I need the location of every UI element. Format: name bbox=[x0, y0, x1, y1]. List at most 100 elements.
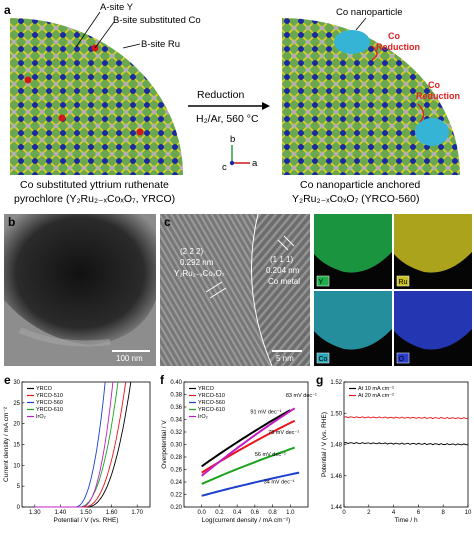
scale-bar-label: 5 nm bbox=[276, 354, 294, 363]
x-axis-label: Time / h bbox=[394, 517, 418, 524]
panel-c: c (2 2 2) 0.292 nm Y₂Ru₂₋ₓCoₓO₇ (1 1 1) … bbox=[160, 213, 310, 367]
spacing-label-2: 0.204 nm bbox=[266, 266, 300, 275]
y-axis-label: Overpotential / V bbox=[161, 420, 168, 469]
legend-entry: YRCO-610 bbox=[198, 407, 225, 413]
eds-map-tag bbox=[396, 352, 410, 364]
x-tick-label: 4 bbox=[392, 510, 396, 516]
eds-map-label: Y bbox=[319, 279, 324, 286]
plane-label-1: (2 2 2) bbox=[180, 247, 203, 256]
spacing-label-1: 0.292 nm bbox=[180, 258, 214, 267]
y-axis-label: Potential / V (vs. RHE) bbox=[321, 412, 328, 477]
y-tick-label: 30 bbox=[13, 380, 20, 386]
legend-entry: YRCO-510 bbox=[36, 393, 63, 399]
y-axis-label: Current density / mA cm⁻² bbox=[3, 406, 10, 482]
panel-a-label: a bbox=[4, 3, 11, 17]
co-reduction-label-1b: Reduction bbox=[376, 42, 420, 52]
co-nanoparticle bbox=[334, 30, 370, 54]
series-iro- bbox=[34, 381, 114, 508]
y-tick-label: 20 bbox=[13, 422, 20, 428]
x-tick-label: 0 bbox=[342, 510, 346, 516]
x-tick-label: 2 bbox=[367, 510, 371, 516]
y-tick-label: 0.22 bbox=[170, 493, 182, 499]
y-tick-label: 1.46 bbox=[330, 474, 342, 480]
plane-label-2: (1 1 1) bbox=[270, 255, 293, 264]
reduction-curved-arrow bbox=[417, 103, 425, 123]
phase-label-2: Co metal bbox=[268, 277, 300, 286]
y-tick-label: 0.28 bbox=[170, 455, 182, 461]
pyrochlore-lattice-right bbox=[282, 18, 460, 175]
tafel-slope-annotation: 78 mV dec⁻¹ bbox=[268, 430, 299, 436]
y-tick-label: 1.48 bbox=[330, 443, 342, 449]
x-tick-label: 0.4 bbox=[233, 510, 242, 516]
leader-line bbox=[75, 11, 101, 48]
y-tick-label: 0.26 bbox=[170, 468, 182, 474]
co-site-marker bbox=[24, 76, 32, 84]
series-yrco-560 bbox=[201, 471, 300, 497]
leader-line bbox=[94, 21, 115, 49]
tem-particle bbox=[4, 214, 156, 345]
reduction-label: Reduction bbox=[197, 89, 244, 101]
hrtem-region-co-metal bbox=[251, 214, 310, 366]
x-axis-label: Potential / V (vs. RHE) bbox=[53, 517, 118, 524]
series-yrco-610 bbox=[201, 446, 296, 485]
x-tick-label: 6 bbox=[417, 510, 421, 516]
series-yrco-610 bbox=[34, 381, 119, 508]
y-tick-label: 0.20 bbox=[170, 505, 182, 511]
panel-c-label: c bbox=[164, 215, 171, 229]
reduction-curved-arrow bbox=[371, 45, 378, 61]
eds-map-signal bbox=[314, 291, 392, 350]
x-tick-label: 1.70 bbox=[131, 510, 143, 516]
pyrochlore-lattice-left bbox=[10, 18, 183, 175]
co-reduction-label-2: Co bbox=[428, 80, 440, 90]
co-site-marker bbox=[136, 128, 144, 136]
chart-f: f 0.0 0.2 0.4 0.6 0.8 1.0 0.20 0.22 0.24 0.26 0.28 0… bbox=[160, 373, 317, 524]
legend-entry: IrO₂ bbox=[36, 414, 46, 420]
co-site-label: B-site substituted Co bbox=[113, 15, 201, 26]
y-tick-label: 1.52 bbox=[330, 380, 342, 386]
legend-entry: YRCO-560 bbox=[36, 400, 63, 406]
chart-e: e 1.30 1.40 1.50 1.60 1.70 0 5 10 15 20 25 30 Potenti… bbox=[3, 373, 151, 524]
left-caption-line-1: Co substituted yttrium ruthenate bbox=[20, 179, 169, 191]
series-yrco bbox=[201, 409, 291, 468]
series-at-20-ma-cm- bbox=[343, 416, 469, 420]
eds-map-label: Co bbox=[319, 356, 328, 363]
y-tick-label: 0.34 bbox=[170, 418, 182, 424]
legend-entry: YRCO-610 bbox=[36, 407, 63, 413]
x-tick-label: 1.30 bbox=[29, 510, 41, 516]
left-caption-line-2: pyrochlore (Y₂Ru₂₋ₓCoₓO₇, YRCO) bbox=[14, 193, 175, 205]
tafel-slope-annotation: 56 mV dec⁻¹ bbox=[255, 452, 286, 458]
legend-entry: YRCO-560 bbox=[198, 400, 225, 406]
reduction-condition: H₂/Ar, 560 °C bbox=[196, 113, 259, 125]
reduction-arrow-head bbox=[262, 102, 270, 110]
x-tick-label: 1.50 bbox=[80, 510, 92, 516]
nanoparticle-label: Co nanoparticle bbox=[336, 7, 403, 18]
legend-entry: YRCO-510 bbox=[198, 393, 225, 399]
y-tick-label: 0.36 bbox=[170, 405, 182, 411]
x-axis-label: Log(current density / mA cm⁻²) bbox=[202, 517, 291, 524]
charts: e1.30 1.40 1.50 1.60 1.70051015202530Potenti… bbox=[3, 373, 472, 524]
scale-bar-label: 100 nm bbox=[116, 354, 143, 363]
y-tick-label: 25 bbox=[13, 401, 20, 407]
phase-label-1: Y₂Ru₂₋ₓCoₓO₇ bbox=[174, 269, 225, 278]
eds-map-label: O bbox=[399, 356, 405, 363]
y-tick-label: 0.30 bbox=[170, 443, 182, 449]
y-tick-label: 5 bbox=[17, 484, 21, 490]
legend-entry: At 10 mA cm⁻² bbox=[358, 386, 394, 392]
series-at-10-ma-cm- bbox=[343, 442, 469, 446]
axis-b-label: b bbox=[230, 134, 235, 145]
panel-a: a A-site Y B-site substituted Co B-site … bbox=[4, 2, 460, 205]
axis-a-label: a bbox=[252, 158, 258, 169]
co-reduction-label-2b: Reduction bbox=[416, 91, 460, 101]
co-site-marker bbox=[58, 114, 66, 122]
y-tick-label: 15 bbox=[13, 443, 20, 449]
y-tick-label: 0 bbox=[17, 505, 21, 511]
co-nanoparticle bbox=[415, 118, 449, 146]
eds-map-label: Ru bbox=[399, 279, 408, 286]
y-tick-label: 1.44 bbox=[330, 505, 342, 511]
crystal-axes: b a c bbox=[222, 134, 258, 173]
y-tick-label: 0.40 bbox=[170, 380, 182, 386]
eds-map-signal bbox=[394, 291, 472, 350]
eds-map-signal bbox=[394, 214, 472, 273]
